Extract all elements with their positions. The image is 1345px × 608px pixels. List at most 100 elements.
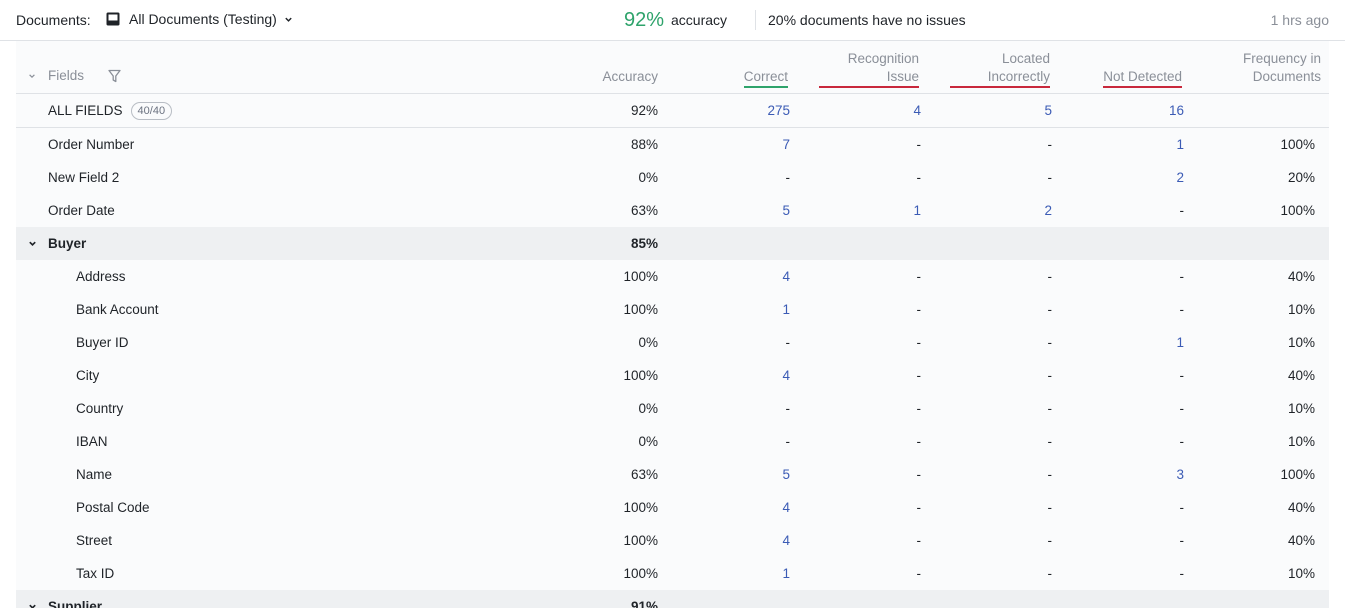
frequency-cell: 10% bbox=[1287, 335, 1315, 350]
accuracy-cell: 63% bbox=[630, 467, 658, 482]
no-issues-summary: 20% documents have no issues bbox=[768, 12, 966, 28]
recognition-issue-cell: - bbox=[916, 434, 922, 449]
frequency-header-line2: Documents bbox=[1252, 69, 1321, 84]
table-row[interactable]: Street 100% 4 - - - 40% bbox=[16, 524, 1329, 557]
divider bbox=[755, 10, 756, 30]
overall-accuracy-label: accuracy bbox=[671, 12, 728, 28]
not-detected-cell[interactable]: 2 bbox=[1176, 170, 1184, 185]
correct-cell: - bbox=[785, 170, 791, 185]
field-name: Bank Account bbox=[76, 302, 159, 317]
accuracy-cell: 100% bbox=[623, 566, 658, 581]
field-name: Order Number bbox=[48, 137, 135, 152]
located-incorrectly-cell: - bbox=[1047, 269, 1053, 284]
not-detected-column-header[interactable]: Not Detected bbox=[1103, 68, 1182, 88]
located-incorrectly-cell: - bbox=[1047, 566, 1053, 581]
frequency-column-header[interactable]: Frequency in Documents bbox=[1243, 50, 1321, 86]
all-fields-located-incorrectly[interactable]: 5 bbox=[1044, 103, 1052, 118]
accuracy-cell: 100% bbox=[623, 368, 658, 383]
documents-label: Documents: bbox=[16, 12, 91, 28]
correct-cell[interactable]: 4 bbox=[782, 269, 790, 284]
table-row[interactable]: Tax ID 100% 1 - - - 10% bbox=[16, 557, 1329, 590]
frequency-cell: 40% bbox=[1287, 533, 1315, 548]
correct-cell[interactable]: 7 bbox=[782, 137, 790, 152]
correct-cell[interactable]: 4 bbox=[782, 533, 790, 548]
recognition-header-line2: Issue bbox=[886, 69, 919, 84]
located-incorrectly-cell[interactable]: 2 bbox=[1044, 203, 1052, 218]
field-name: IBAN bbox=[76, 434, 108, 449]
correct-cell: - bbox=[785, 335, 791, 350]
table-row[interactable]: Address 100% 4 - - - 40% bbox=[16, 260, 1329, 293]
all-fields-correct[interactable]: 275 bbox=[767, 103, 790, 118]
not-detected-cell[interactable]: 1 bbox=[1176, 335, 1184, 350]
table-row[interactable]: New Field 2 0% - - - 2 20% bbox=[16, 161, 1329, 194]
not-detected-cell: - bbox=[1179, 434, 1185, 449]
correct-column-header[interactable]: Correct bbox=[743, 68, 788, 88]
recognition-issue-column-header[interactable]: Recognition Issue bbox=[819, 50, 919, 88]
table-row[interactable]: Order Date 63% 5 1 2 - 100% bbox=[16, 194, 1329, 227]
group-name: Supplier bbox=[48, 599, 103, 608]
correct-cell[interactable]: 4 bbox=[782, 500, 790, 515]
correct-cell: - bbox=[785, 401, 791, 416]
group-row[interactable]: Supplier 91% bbox=[16, 590, 1329, 608]
frequency-cell: 40% bbox=[1287, 269, 1315, 284]
table-header: Fields Accuracy Correct Recognition Issu… bbox=[16, 41, 1329, 94]
all-fields-not-detected[interactable]: 16 bbox=[1168, 103, 1184, 118]
accuracy-cell: 0% bbox=[638, 401, 658, 416]
accuracy-cell: 85% bbox=[630, 236, 658, 251]
not-detected-cell: - bbox=[1179, 533, 1185, 548]
frequency-header-line1: Frequency in bbox=[1242, 51, 1321, 66]
chevron-down-icon[interactable] bbox=[28, 602, 37, 608]
table-row[interactable]: Order Number 88% 7 - - 1 100% bbox=[16, 128, 1329, 161]
accuracy-cell: 0% bbox=[638, 434, 658, 449]
recognition-issue-cell: - bbox=[916, 500, 922, 515]
accuracy-cell: 100% bbox=[623, 302, 658, 317]
table-row[interactable]: Name 63% 5 - - 3 100% bbox=[16, 458, 1329, 491]
accuracy-cell: 100% bbox=[623, 269, 658, 284]
frequency-cell: 20% bbox=[1287, 170, 1315, 185]
table-row[interactable]: Country 0% - - - - 10% bbox=[16, 392, 1329, 425]
accuracy-cell: 88% bbox=[630, 137, 658, 152]
located-underline bbox=[950, 86, 1050, 88]
correct-cell[interactable]: 5 bbox=[782, 203, 790, 218]
correct-cell[interactable]: 5 bbox=[782, 467, 790, 482]
all-fields-row[interactable]: ALL FIELDS 40/40 92% 275 4 5 16 bbox=[16, 94, 1329, 128]
recognition-issue-cell[interactable]: 1 bbox=[913, 203, 921, 218]
table-row[interactable]: IBAN 0% - - - - 10% bbox=[16, 425, 1329, 458]
correct-cell[interactable]: 1 bbox=[782, 302, 790, 317]
all-fields-label: ALL FIELDS 40/40 bbox=[48, 94, 173, 127]
recognition-header-line1: Recognition bbox=[847, 51, 919, 66]
group-row[interactable]: Buyer 85% bbox=[16, 227, 1329, 260]
fields-column-header[interactable]: Fields bbox=[48, 68, 85, 83]
recognition-underline bbox=[819, 86, 919, 88]
not-detected-cell: - bbox=[1179, 269, 1185, 284]
field-name: Country bbox=[76, 401, 124, 416]
located-header-line1: Located bbox=[1001, 51, 1050, 66]
not-detected-cell[interactable]: 3 bbox=[1176, 467, 1184, 482]
not-detected-cell: - bbox=[1179, 302, 1185, 317]
overall-accuracy-value: 92% bbox=[624, 9, 665, 31]
table-row[interactable]: Buyer ID 0% - - - 1 10% bbox=[16, 326, 1329, 359]
table-row[interactable]: Postal Code 100% 4 - - - 40% bbox=[16, 491, 1329, 524]
accuracy-cell: 91% bbox=[630, 599, 658, 608]
all-fields-recognition-issue[interactable]: 4 bbox=[913, 103, 921, 118]
table-row[interactable]: Bank Account 100% 1 - - - 10% bbox=[16, 293, 1329, 326]
not-detected-cell[interactable]: 1 bbox=[1176, 137, 1184, 152]
field-count-badge: 40/40 bbox=[130, 102, 173, 120]
document-set-dropdown[interactable]: All Documents (Testing) bbox=[106, 11, 293, 27]
field-name: Postal Code bbox=[76, 500, 150, 515]
correct-cell[interactable]: 1 bbox=[782, 566, 790, 581]
accuracy-cell: 100% bbox=[623, 533, 658, 548]
filter-icon[interactable] bbox=[108, 69, 121, 83]
frequency-cell: 10% bbox=[1287, 401, 1315, 416]
chevron-down-icon[interactable] bbox=[28, 239, 37, 248]
field-name: New Field 2 bbox=[48, 170, 120, 185]
frequency-cell: 10% bbox=[1287, 302, 1315, 317]
located-incorrectly-column-header[interactable]: Located Incorrectly bbox=[950, 50, 1050, 88]
recognition-issue-cell: - bbox=[916, 137, 922, 152]
located-incorrectly-cell: - bbox=[1047, 302, 1053, 317]
correct-cell[interactable]: 4 bbox=[782, 368, 790, 383]
table-row[interactable]: City 100% 4 - - - 40% bbox=[16, 359, 1329, 392]
collapse-all-chevron-icon[interactable] bbox=[28, 72, 36, 80]
not-detected-underline bbox=[1103, 86, 1182, 88]
accuracy-column-header[interactable]: Accuracy bbox=[602, 68, 658, 86]
